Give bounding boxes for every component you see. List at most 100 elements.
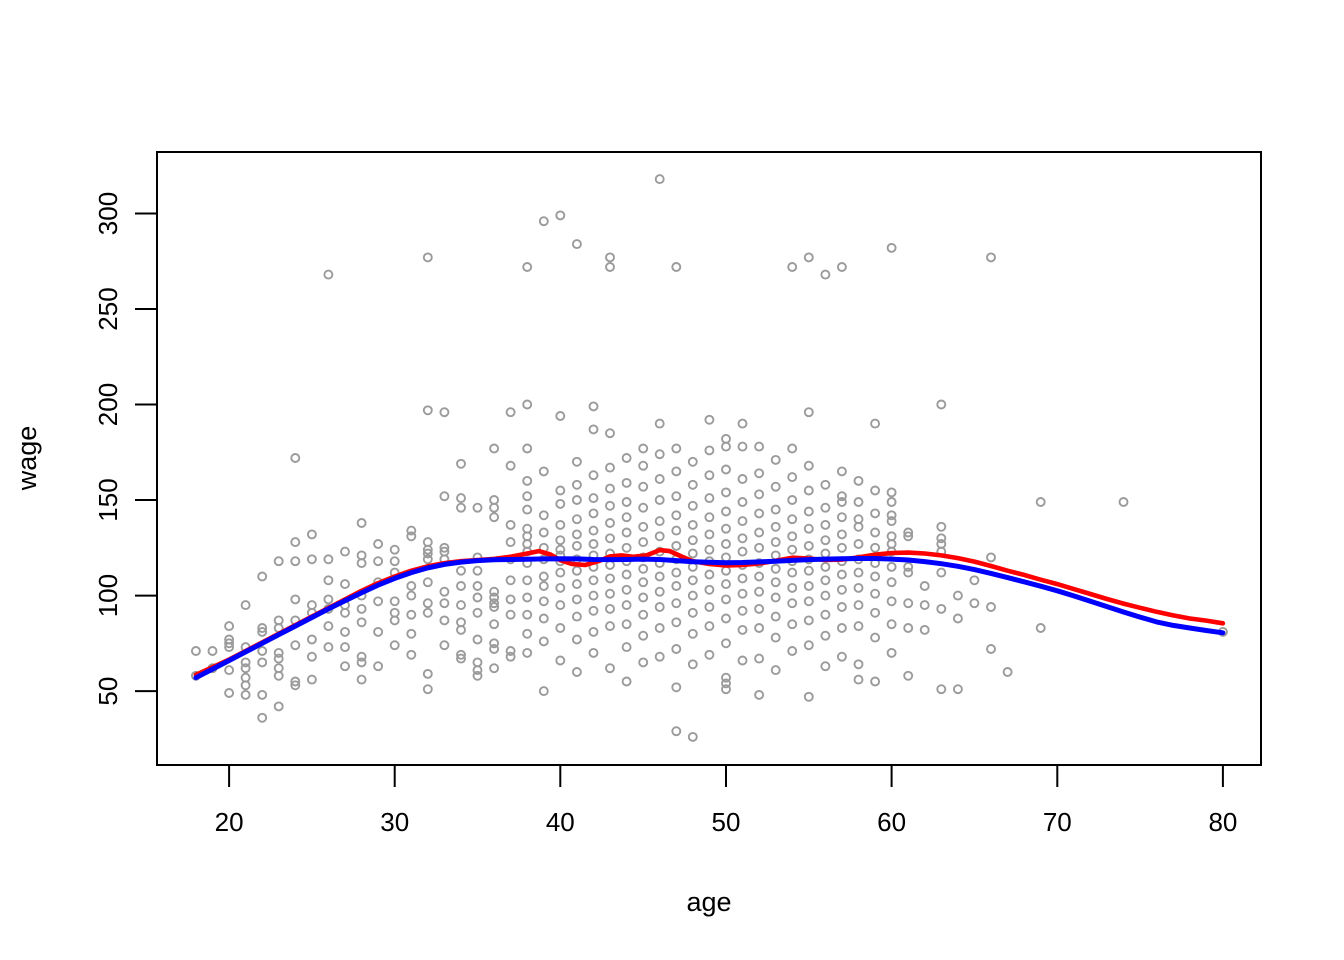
scatter-point [273,653,284,664]
scatter-point [687,575,698,586]
scatter-point [290,680,301,691]
scatter-point [588,525,599,536]
scatter-point [853,567,864,578]
scatter-point [257,571,268,582]
scatter-point [439,598,450,609]
scatter-point [687,479,698,490]
scatter-point [886,577,897,588]
scatter-point [886,510,897,521]
scatter-point [754,653,765,664]
x-tick-label: 60 [877,807,906,837]
scatter-point [422,554,433,565]
scatter-point [754,441,765,452]
scatter-point [770,504,781,515]
scatter-point [969,575,980,586]
scatter-point [472,502,483,513]
scatter-point [787,544,798,555]
scatter-point [340,642,350,653]
scatter-point [555,567,566,578]
scatter-point [1035,623,1046,633]
scatter-point [240,663,251,674]
scatter-point [505,575,516,586]
scatter-point [638,630,649,641]
scatter-point [489,663,500,674]
scatter-point [820,479,831,490]
scatter-point [820,548,831,559]
scatter-point [456,581,466,591]
scatter-point [356,657,367,668]
scatter-point [754,586,765,597]
scatter-point [538,466,549,477]
scatter-point [605,500,615,511]
scatter-point [538,527,549,538]
scatter-point [870,485,881,496]
scatter-point [687,590,698,601]
scatter-point [687,535,698,546]
scatter-point [654,495,665,505]
scatter-point [787,514,798,525]
scatter-point [654,516,665,527]
scatter-point [340,546,350,557]
scatter-point [671,262,682,272]
scatter-point [571,634,582,645]
scatter-point [588,647,599,658]
scatter-point [936,399,947,410]
scatter-point [737,533,748,544]
scatter-point [605,518,615,528]
scatter-point [654,531,665,542]
scatter-point [306,634,317,645]
scatter-point [737,474,748,484]
scatter-point [456,600,466,611]
scatter-point [588,470,599,481]
scatter-point [853,521,864,532]
scatter-point [870,588,881,599]
scatter-point [273,647,284,658]
scatter-point [721,539,731,549]
scatter-point [356,518,367,528]
scatter-point [638,443,649,454]
scatter-point [257,657,268,668]
scatter-point [621,600,632,611]
scatter-point [903,598,914,609]
scatter-point [489,512,500,523]
scatter-point [489,602,500,612]
scatter-point [621,642,632,653]
scatter-point [273,670,284,681]
scatter-point [687,607,698,618]
scatter-point [555,519,566,530]
scatter-point [605,588,615,599]
x-tick-label: 30 [380,807,409,837]
scatter-point [820,519,831,530]
scatter-point [240,689,251,700]
scatter-point [422,548,433,559]
scatter-point [1002,667,1013,677]
scatter-point [389,640,400,651]
scatter-point [870,542,881,553]
scatter-point [439,491,450,502]
scatter-point [671,540,682,551]
scatter-point [836,491,847,502]
scatter-point [638,521,649,532]
scatter-point [571,456,582,467]
scatter-point [224,665,235,676]
scatter-point [505,609,516,620]
scatter-point [671,598,682,609]
scatter-point [356,651,367,662]
scatter-point [638,609,649,620]
scatter-point [538,216,549,227]
scatter-point [373,661,384,672]
scatter-point [522,628,533,639]
scatter-point [952,590,963,601]
scatter-point [704,470,715,481]
scatter-point [836,569,847,580]
scatter-point [721,613,731,624]
scatter-point [654,623,665,633]
scatter-point [406,609,417,620]
scatter-point [538,613,549,624]
scatter-point [538,571,549,582]
y-tick-label: 50 [93,677,123,706]
x-tick-label: 50 [712,807,741,837]
scatter-point [638,657,649,668]
x-axis-ticks: 20 30 40 50 60 70 80 [215,765,1237,837]
scatter-point [638,481,649,492]
